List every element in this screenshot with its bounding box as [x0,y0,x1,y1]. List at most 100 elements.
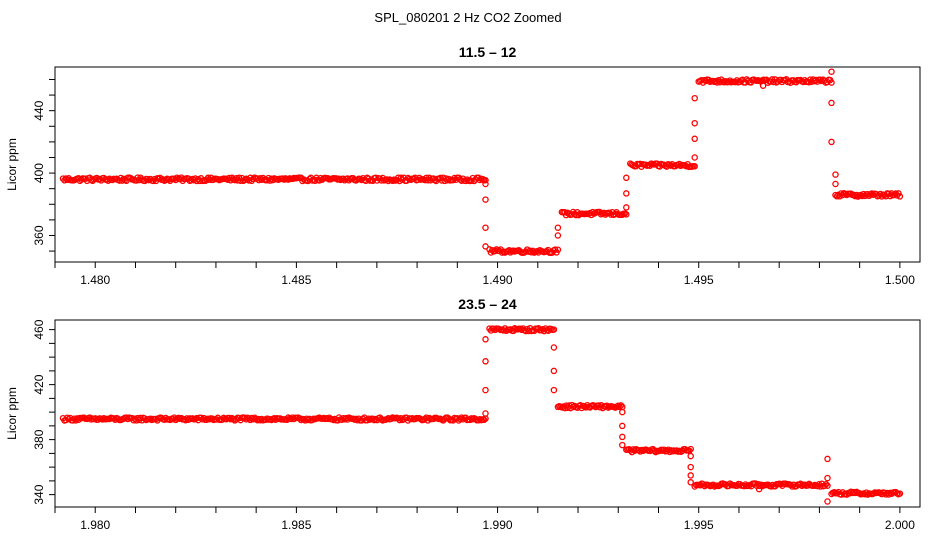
data-point [482,224,489,231]
data-point [385,177,392,185]
data-point [296,415,303,422]
y-tick-label: 420 [32,374,46,394]
data-point [687,472,694,479]
data-point [619,433,626,441]
data-point [732,78,739,86]
data-point [868,190,876,197]
data-point [824,482,831,489]
data-point [335,175,343,183]
data-point [482,358,489,365]
data-point [821,482,828,489]
data-point [619,408,626,416]
x-tick-label: 1.485 [281,273,311,287]
data-point [280,176,288,183]
scatter-points [59,324,904,505]
data-point [550,386,558,394]
data-point [691,119,698,127]
data-point [896,490,904,497]
figure-title: SPL_080201 2 Hz CO2 Zoomed [374,10,561,25]
data-point [480,416,488,424]
data-point [623,204,630,211]
y-tick-label: 340 [32,484,46,504]
data-point [304,416,312,424]
data-point [896,193,904,200]
x-tick-label: 1.995 [684,518,714,532]
data-point [550,344,558,351]
data-point [617,402,625,409]
data-point [828,68,835,75]
data-point [285,176,292,183]
data-point [623,211,630,218]
x-tick-label: 1.495 [684,273,714,287]
data-point [832,171,839,178]
panel-top: 11.5 – 12 Licor ppm 1.480 1.485 1.490 1.495 1.… [5,44,921,287]
data-point [482,386,489,394]
data-point [822,480,830,488]
data-point [614,402,622,410]
data-point [482,176,489,184]
data-point [248,414,255,422]
panel-title: 11.5 – 12 [459,44,517,60]
data-point [687,479,694,486]
data-point [554,232,562,239]
data-point [619,441,626,449]
data-point [619,422,626,430]
data-point [816,76,824,84]
y-axis-label: Licor ppm [5,387,19,440]
data-point [482,410,489,417]
data-point [691,163,698,170]
data-point [354,416,361,424]
data-point [712,77,719,85]
x-tick-label: 1.490 [483,273,513,287]
data-point [740,482,748,490]
data-point [550,326,558,333]
data-point [94,416,102,423]
data-point [824,474,831,482]
data-point [824,455,831,463]
data-point [482,243,489,250]
data-point [832,180,839,188]
x-tick-label: 1.980 [80,518,110,532]
data-point [828,99,835,107]
data-point [687,445,694,453]
panel-title: 23.5 – 24 [458,296,517,312]
data-point [828,138,835,146]
data-point [837,190,845,197]
data-point [241,176,248,184]
scatter-points [59,68,904,257]
data-point [623,190,630,197]
data-point [124,415,132,423]
x-tick-label: 1.500 [885,273,915,287]
y-tick-label: 380 [32,429,46,449]
x-tick-label: 1.985 [281,518,311,532]
data-point [687,452,694,460]
data-point [110,415,117,422]
data-point [554,224,562,231]
data-point [242,416,250,423]
data-point [456,415,464,423]
x-tick-label: 1.480 [80,273,110,287]
data-point [554,246,562,253]
data-point [482,196,489,203]
data-point [482,180,489,188]
panel-bottom: 23.5 – 24 Licor ppm 1.980 1.985 1.990 1.995 2.… [5,296,921,532]
y-axis-label: Licor ppm [5,138,19,191]
data-point [623,174,630,182]
data-point [691,94,698,102]
data-point [550,367,558,375]
y-tick-label: 440 [32,100,46,120]
data-point [616,403,623,411]
data-point [759,82,767,89]
x-tick-label: 2.000 [885,518,915,532]
data-point [241,414,248,422]
y-tick-label: 360 [32,225,46,245]
data-point [832,191,839,199]
data-point [767,483,775,490]
data-point [249,175,257,183]
data-point [828,79,835,86]
data-point [891,191,898,198]
data-point [389,177,396,185]
data-point [225,414,233,422]
y-tick-label: 460 [32,319,46,339]
